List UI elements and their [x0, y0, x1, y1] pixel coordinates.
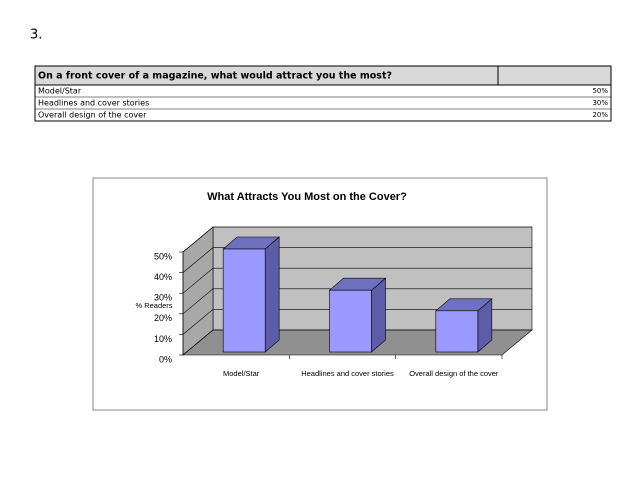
grid-line — [182, 226, 532, 253]
chart-title: What Attracts You Most on the Cover? — [207, 191, 407, 203]
grid-line — [182, 247, 532, 273]
grid-line — [182, 329, 532, 356]
grid-line — [182, 267, 532, 294]
y-tick-label: 10% — [154, 334, 172, 344]
table-body — [34, 84, 612, 122]
x-tick-label: Headlines and cover stories — [301, 369, 394, 378]
y-tick-label: 30% — [154, 293, 172, 303]
table-header: On a front cover of a magazine, what wou… — [38, 71, 392, 82]
grid-line — [182, 288, 532, 315]
bar — [329, 289, 372, 353]
bar — [435, 310, 479, 353]
bar-side — [371, 277, 386, 353]
x-tick-label: Model/Star — [223, 369, 260, 378]
table-cell: Model/Star — [38, 87, 82, 96]
table-cell: 30% — [592, 99, 608, 107]
bar-side — [264, 236, 280, 353]
table-cell: Overall design of the cover — [38, 111, 147, 120]
y-tick-label: 40% — [154, 272, 172, 282]
grid-line — [182, 309, 532, 335]
bar — [222, 248, 266, 353]
table-cell: 50% — [592, 87, 608, 95]
x-tick-label: Overall design of the cover — [409, 369, 499, 378]
y-tick-label: 20% — [154, 313, 172, 323]
y-tick-label: 0% — [159, 354, 172, 364]
table-cell: Headlines and cover stories — [38, 99, 149, 108]
y-axis-label: % Readers — [135, 301, 172, 310]
y-tick-label: 50% — [154, 251, 172, 261]
table-cell: 20% — [592, 111, 608, 119]
table: On a front cover of a magazine, what wou… — [34, 65, 612, 122]
heading: 3. — [30, 28, 42, 43]
